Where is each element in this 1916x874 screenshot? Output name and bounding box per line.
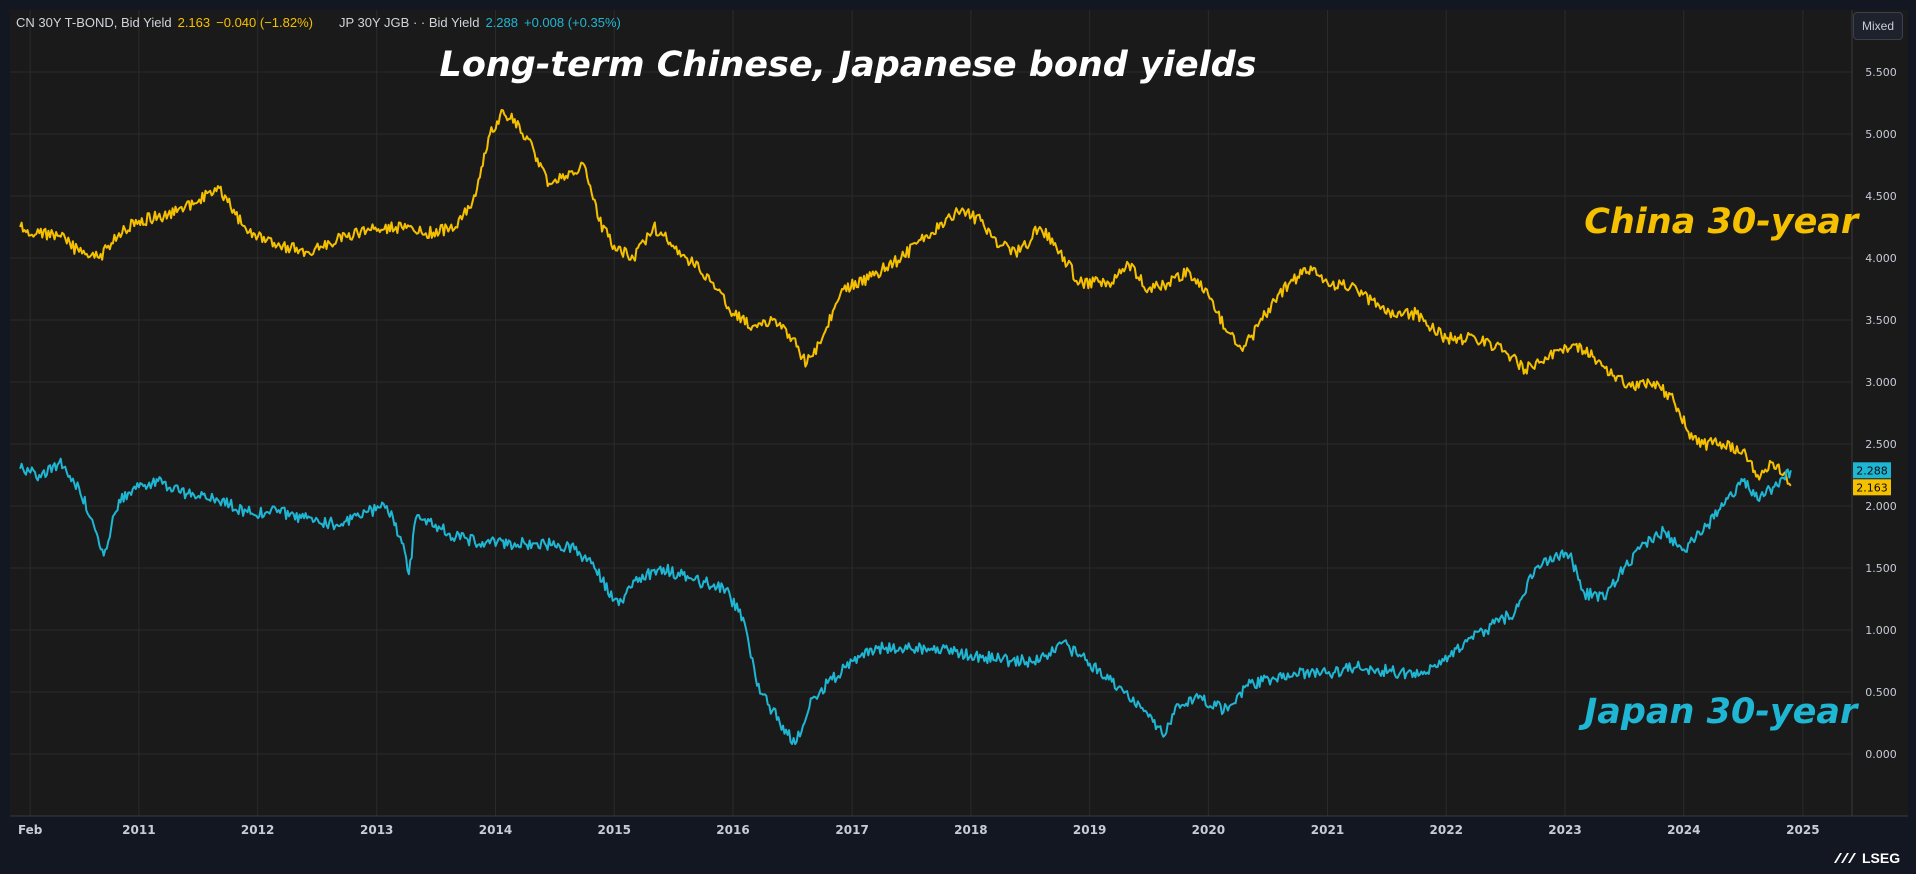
x-tick-label: 2011 — [122, 823, 155, 837]
y-tick-label: 2.000 — [1865, 500, 1897, 513]
legend-cn-name[interactable]: CN 30Y T-BOND, Bid Yield — [16, 15, 172, 30]
x-tick-label: 2012 — [241, 823, 274, 837]
y-axis-ticks: 0.000 0.500 1.000 1.500 2.000 2.500 3.000 3.500… — [1865, 66, 1897, 761]
x-tick-label: 2015 — [598, 823, 631, 837]
x-tick-label: 2016 — [716, 823, 749, 837]
annotation-japan: Japan 30-year — [1578, 692, 1860, 732]
x-tick-label: 2019 — [1073, 823, 1106, 837]
last-value-badge — [1853, 479, 1891, 496]
y-tick-label: 1.500 — [1865, 562, 1897, 575]
last-value-badges: 2.288 2.163 — [1853, 462, 1891, 496]
y-tick-label: 3.000 — [1865, 376, 1897, 389]
legend-jp-value: 2.288 — [485, 15, 518, 30]
brand-logo: LSEG — [1832, 850, 1900, 866]
y-tick-label: 5.500 — [1865, 66, 1897, 79]
x-tick-label: 2021 — [1311, 823, 1344, 837]
last-value-label: 2.288 — [1856, 464, 1888, 477]
x-axis-ticks: Feb 2011 2012 2013 2014 2015 2016 2017 2018 2019 2… — [18, 823, 1820, 837]
y-tick-label: 4.500 — [1865, 190, 1897, 203]
x-tick-label: Feb — [18, 823, 43, 837]
x-tick-label: 2024 — [1667, 823, 1700, 837]
legend-jp-name[interactable]: JP 30Y JGB · · Bid Yield — [339, 15, 480, 30]
y-tick-label: 0.500 — [1865, 686, 1897, 699]
last-value-label: 2.163 — [1856, 481, 1888, 494]
chart-title: Long-term Chinese, Japanese bond yields — [440, 45, 1257, 85]
y-tick-label: 1.000 — [1865, 624, 1897, 637]
legend-bar: CN 30Y T-BOND, Bid Yield 2.163 −0.040 (−… — [16, 15, 621, 30]
legend-jp-change: +0.008 (+0.35%) — [523, 15, 621, 30]
legend-cn-change: −0.040 (−1.82%) — [216, 15, 313, 30]
lseg-mark-icon — [1834, 853, 1856, 863]
series-line-japan[interactable] — [19, 457, 1792, 746]
series-line-china[interactable] — [19, 109, 1792, 487]
x-tick-label: 2023 — [1548, 823, 1581, 837]
gridlines — [10, 10, 1852, 816]
plot-background — [10, 10, 1852, 816]
x-tick-label: 2020 — [1192, 823, 1225, 837]
x-tick-label: 2022 — [1430, 823, 1463, 837]
x-tick-label: 2014 — [479, 823, 512, 837]
y-tick-label: 2.500 — [1865, 438, 1897, 451]
series-lines — [19, 109, 1792, 746]
x-tick-label: 2017 — [835, 823, 868, 837]
scale-mode-button[interactable]: Mixed — [1853, 12, 1903, 40]
legend-cn-value: 2.163 — [177, 15, 211, 30]
y-tick-label: 3.500 — [1865, 314, 1897, 327]
price-scale-background[interactable] — [1852, 10, 1908, 816]
series-annotations: China 30-year Japan 30-year — [1578, 202, 1861, 732]
last-value-badge — [1853, 462, 1891, 479]
x-tick-label: 2013 — [360, 823, 393, 837]
annotation-china: China 30-year — [1584, 202, 1861, 242]
x-tick-label: 2018 — [954, 823, 987, 837]
y-tick-label: 0.000 — [1865, 748, 1897, 761]
x-tick-label: 2025 — [1786, 823, 1819, 837]
brand-name: LSEG — [1862, 850, 1901, 866]
y-tick-label: 4.000 — [1865, 252, 1897, 265]
y-tick-label: 5.000 — [1865, 128, 1897, 141]
